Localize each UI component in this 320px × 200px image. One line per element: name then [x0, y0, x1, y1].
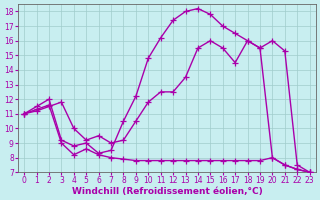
X-axis label: Windchill (Refroidissement éolien,°C): Windchill (Refroidissement éolien,°C): [72, 187, 262, 196]
